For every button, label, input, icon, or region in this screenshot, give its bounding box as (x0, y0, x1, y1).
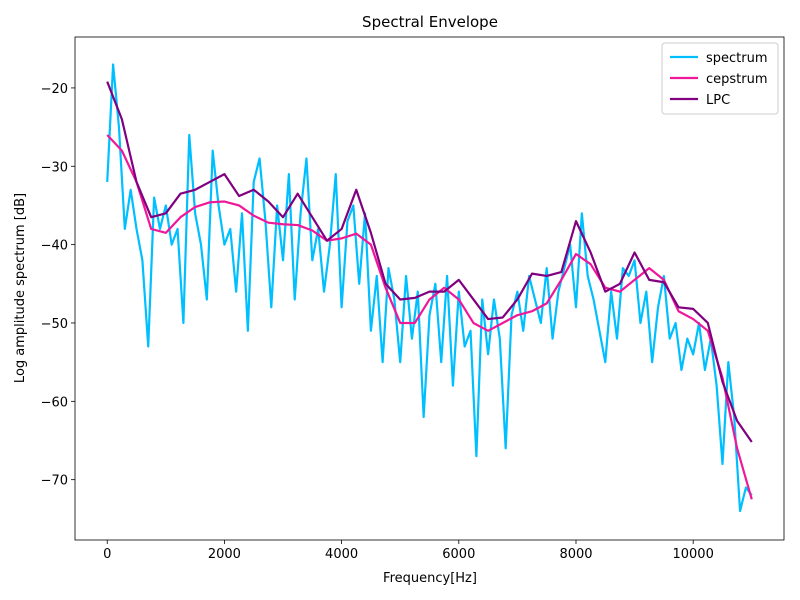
series-line (106, 63, 753, 513)
y-tick-label: −20 (41, 82, 68, 97)
x-tick-label: 10000 (672, 547, 713, 562)
plot-frame (74, 36, 785, 541)
y-tick-label: −50 (41, 317, 68, 332)
legend-box (661, 42, 779, 115)
x-tick-label: 4000 (325, 547, 358, 562)
y-axis-label: Log amplitude spectrum [dB] (13, 193, 28, 383)
y-tick-label: −70 (41, 474, 68, 489)
legend: spectrum cepstrum LPC (661, 42, 779, 115)
legend-label: LPC (706, 93, 730, 108)
x-tick-label: 0 (103, 547, 111, 562)
x-tick-label: 2000 (208, 547, 241, 562)
y-tick-label: −40 (41, 239, 68, 254)
x-tick-label: 6000 (442, 547, 475, 562)
series-line (106, 81, 753, 443)
x-axis-label: Frequency[Hz] (383, 571, 477, 586)
y-tick-label: −60 (41, 395, 68, 410)
chart-title: Spectral Envelope (362, 13, 498, 31)
legend-label: cepstrum (706, 72, 768, 87)
x-tick-label: 8000 (559, 547, 592, 562)
legend-label: spectrum (706, 51, 768, 66)
y-tick-label: −30 (41, 160, 68, 175)
